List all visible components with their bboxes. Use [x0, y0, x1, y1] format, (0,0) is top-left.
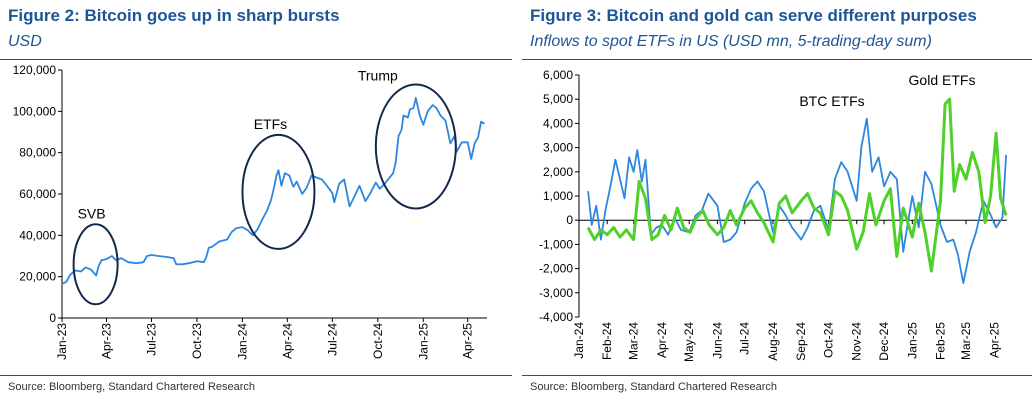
x-tick-label: Jul-23 — [144, 323, 158, 356]
y-tick-label: 4,000 — [543, 116, 573, 130]
y-tick-label: 100,000 — [13, 104, 57, 118]
x-tick-label: Oct-24 — [371, 323, 385, 359]
x-tick-label: Jun-24 — [710, 322, 724, 359]
figure-2-source: Source: Bloomberg, Standard Chartered Re… — [8, 381, 256, 393]
x-tick-label: Jul-24 — [325, 323, 339, 356]
x-tick-label: Jan-25 — [905, 322, 919, 359]
annotation-label-etfs: ETFs — [254, 116, 287, 132]
x-tick-label: Jul-24 — [738, 322, 752, 355]
x-tick-label: Oct-24 — [822, 322, 836, 358]
x-tick-label: Mar-24 — [627, 322, 641, 360]
x-tick-label: Nov-24 — [850, 322, 864, 361]
x-tick-label: Jan-23 — [55, 323, 69, 360]
y-tick-label: 120,000 — [13, 63, 57, 77]
y-tick-label: 3,000 — [543, 141, 573, 155]
y-tick-label: 2,000 — [543, 165, 573, 179]
figure-3-subtitle: Inflows to spot ETFs in US (USD mn, 5-tr… — [530, 33, 932, 50]
x-tick-label: Aug-24 — [766, 322, 780, 361]
figure-3-source: Source: Bloomberg, Standard Chartered Re… — [530, 381, 778, 393]
y-tick-label: -4,000 — [539, 310, 573, 324]
y-tick-label: -1,000 — [539, 237, 573, 251]
y-tick-label: 6,000 — [543, 68, 573, 82]
series-label-gold-etfs: Gold ETFs — [909, 72, 976, 88]
series-label-btc-etfs: BTC ETFs — [799, 93, 864, 109]
annotation-circle-svb — [72, 223, 119, 306]
x-tick-label: Apr-23 — [99, 323, 113, 359]
x-tick-label: Dec-24 — [877, 322, 891, 361]
x-tick-label: May-24 — [682, 322, 696, 362]
figure-2-title-rule — [0, 59, 512, 60]
figure-3-source-rule — [522, 375, 1032, 376]
x-tick-label: Apr-24 — [280, 323, 294, 359]
figure-3-panel: Figure 3: Bitcoin and gold can serve dif… — [522, 0, 1035, 400]
x-tick-label: Sep-24 — [794, 322, 808, 361]
figure-2-panel: Figure 2: Bitcoin goes up in sharp burst… — [0, 0, 515, 400]
y-tick-label: -3,000 — [539, 286, 573, 300]
x-tick-label: Feb-24 — [600, 322, 614, 360]
etf-inflows-chart: -4,000 -3,000 -2,000 -1,000 0 1,000 2,000 3,000… — [539, 68, 1008, 362]
annotation-circle-trump — [374, 83, 457, 210]
x-tick-label: Jan-24 — [235, 323, 249, 360]
x-tick-label: Apr-24 — [655, 322, 669, 358]
bitcoin-price-chart: 0 20,000 40,000 60,000 80,000 100,000 120,000 J… — [13, 63, 487, 360]
x-tick-label: Apr-25 — [987, 322, 1001, 358]
series-line-bitcoin-price — [61, 97, 485, 285]
figure-3-title: Figure 3: Bitcoin and gold can serve dif… — [530, 6, 977, 25]
x-tick-label: Jan-24 — [572, 322, 586, 359]
figure-2-subtitle: USD — [8, 33, 42, 50]
y-tick-label: -2,000 — [539, 262, 573, 276]
y-tick-label: 60,000 — [19, 187, 56, 201]
y-tick-label: 0 — [49, 311, 56, 325]
annotation-circle-etfs — [241, 133, 316, 250]
y-tick-label: 40,000 — [19, 228, 56, 242]
x-tick-label: Feb-25 — [934, 322, 948, 360]
series-line-btc-etfs — [587, 117, 1007, 285]
series-line-gold-etfs — [586, 97, 1008, 273]
annotation-label-svb: SVB — [78, 205, 106, 221]
y-tick-label: 20,000 — [19, 270, 56, 284]
y-tick-label: 5,000 — [543, 92, 573, 106]
y-tick-label: 1,000 — [543, 189, 573, 203]
figure-2-source-rule — [0, 375, 512, 376]
y-tick-label: 0 — [566, 213, 573, 227]
figure-3-title-rule — [522, 59, 1032, 60]
annotation-label-trump: Trump — [358, 67, 398, 83]
x-tick-label: Oct-23 — [190, 323, 204, 359]
x-tick-label: Mar-25 — [959, 322, 973, 360]
x-tick-label: Apr-25 — [461, 323, 475, 359]
x-tick-label: Jan-25 — [416, 323, 430, 360]
y-tick-label: 80,000 — [19, 146, 56, 160]
figure-2-title: Figure 2: Bitcoin goes up in sharp burst… — [8, 6, 340, 25]
